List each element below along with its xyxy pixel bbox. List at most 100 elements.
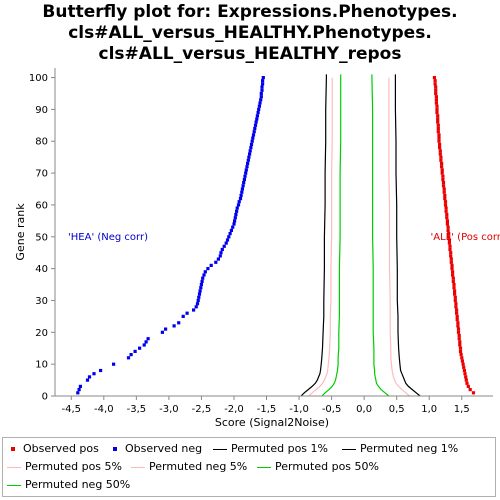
legend-item-permuted-neg-5: Permuted neg 5% <box>131 460 247 474</box>
data-point <box>455 308 459 312</box>
data-point <box>220 247 224 252</box>
data-point <box>436 130 440 134</box>
data-point <box>209 263 213 267</box>
data-point <box>241 184 245 188</box>
data-point <box>462 365 466 369</box>
data-point <box>440 161 444 166</box>
x-tick-label: 1,0 <box>421 404 437 415</box>
data-point <box>216 257 220 261</box>
legend-item-permuted-pos-1: Permuted pos 1% <box>213 442 328 456</box>
data-point <box>452 282 456 287</box>
data-point <box>438 149 442 153</box>
y-tick-label: 50 <box>35 232 48 243</box>
data-point <box>453 289 457 293</box>
data-point <box>434 88 438 92</box>
data-point <box>144 340 148 344</box>
legend-item-observed-pos: Observed pos <box>7 442 99 456</box>
data-point <box>452 286 456 290</box>
data-point <box>435 111 439 115</box>
chart-title-line-2: cls#ALL_versus_HEALTHY.Phenotypes. <box>68 23 432 43</box>
data-point <box>443 197 447 201</box>
data-point <box>199 282 203 287</box>
data-point <box>438 152 442 156</box>
data-point <box>235 209 239 213</box>
data-point <box>261 82 265 86</box>
data-point <box>448 247 452 252</box>
data-point <box>460 356 464 360</box>
data-point <box>259 95 263 99</box>
data-point <box>442 187 446 191</box>
data-point <box>260 85 264 89</box>
data-point <box>252 130 256 134</box>
y-tick-label: 20 <box>35 328 48 339</box>
series-observed-pos <box>432 76 476 395</box>
data-point <box>197 295 201 299</box>
legend-label-permuted-pos-50: Permuted pos 50% <box>275 460 379 473</box>
data-point <box>250 139 254 143</box>
data-point <box>449 260 453 264</box>
data-point <box>240 190 244 194</box>
series-line-permuted-pos-1 <box>394 74 421 397</box>
legend-marker-permuted-neg-5 <box>131 466 145 468</box>
y-axis-title: Gene rank <box>14 203 27 261</box>
data-point <box>236 203 241 207</box>
data-point <box>444 209 448 213</box>
data-point <box>451 273 455 277</box>
data-point <box>192 308 196 312</box>
data-point <box>436 114 440 118</box>
data-point <box>450 263 454 267</box>
legend-item-permuted-neg-50: Permuted neg 50% <box>7 478 130 492</box>
legend-item-observed-neg: Observed neg <box>109 442 202 456</box>
legend-marker-permuted-pos-5 <box>7 466 21 468</box>
legend-label-permuted-neg-1: Permuted neg 1% <box>360 442 459 455</box>
data-point <box>258 101 262 105</box>
data-point <box>448 244 452 248</box>
y-tick-label: 100 <box>29 73 48 84</box>
data-point <box>436 120 440 124</box>
data-point <box>456 330 461 334</box>
data-point <box>251 136 255 140</box>
data-point <box>446 228 450 232</box>
data-point <box>443 200 448 204</box>
data-point <box>436 126 440 131</box>
data-point <box>249 146 253 150</box>
data-point <box>441 174 445 178</box>
data-point <box>224 241 228 245</box>
data-point <box>229 228 233 232</box>
x-tick-label: -1,5 <box>257 404 277 415</box>
data-point <box>432 76 436 80</box>
legend-label-permuted-pos-5: Permuted pos 5% <box>25 460 122 473</box>
series-line-permuted-pos-5 <box>388 77 411 397</box>
data-point <box>439 155 443 159</box>
series-line-permuted-pos-50 <box>371 74 390 397</box>
data-point <box>454 305 458 309</box>
data-point <box>177 321 181 325</box>
data-point <box>219 251 223 255</box>
data-point <box>146 337 150 341</box>
data-point <box>257 104 261 108</box>
data-point <box>254 120 258 124</box>
data-point <box>261 79 265 83</box>
data-point <box>228 232 232 236</box>
x-tick-label: -0,5 <box>322 404 342 415</box>
data-point <box>255 114 259 118</box>
data-point <box>443 193 447 197</box>
legend-marker-permuted-pos-50 <box>257 466 271 468</box>
data-point <box>245 165 249 169</box>
data-point <box>451 270 455 274</box>
data-point <box>99 368 103 373</box>
data-point <box>455 314 459 318</box>
data-point <box>434 98 438 102</box>
data-point <box>453 292 457 296</box>
data-point <box>233 216 237 220</box>
x-tick-label: -3,0 <box>159 404 179 415</box>
legend-label-permuted-neg-5: Permuted neg 5% <box>149 460 248 473</box>
series-layer <box>76 74 476 397</box>
data-point <box>445 222 449 226</box>
legend-item-permuted-pos-50: Permuted pos 50% <box>257 460 379 474</box>
data-point <box>197 292 202 296</box>
data-point <box>76 391 80 395</box>
data-point <box>442 190 446 194</box>
series-line-permuted-neg-50 <box>321 74 342 397</box>
